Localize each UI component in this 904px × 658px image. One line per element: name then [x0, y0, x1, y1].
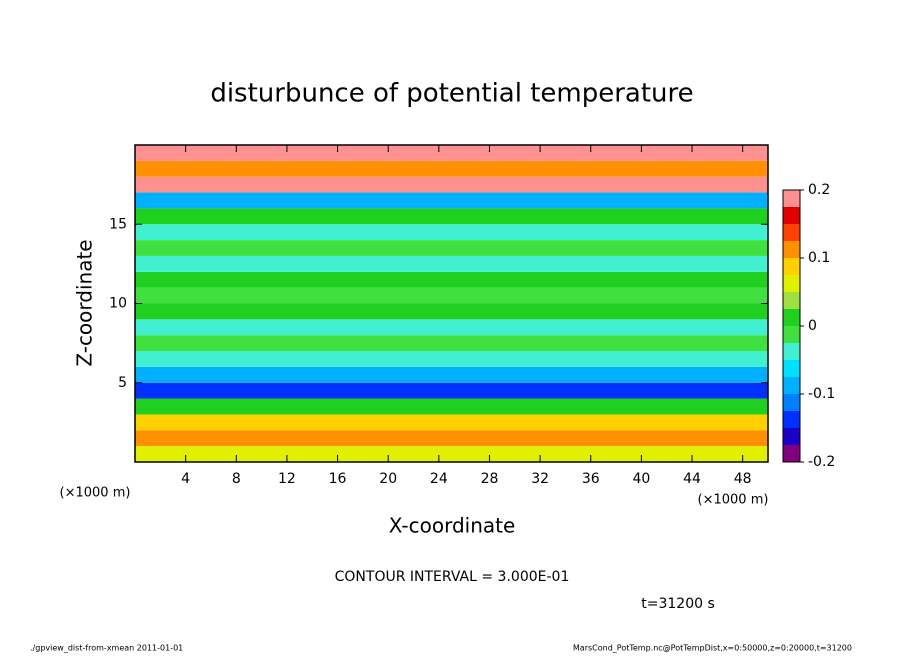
colorbar-swatch: [783, 377, 800, 394]
colorbar-swatch: [783, 292, 800, 309]
heat-cell: [135, 366, 768, 383]
colorbar-tick-label: 0.2: [808, 182, 830, 198]
heat-cell: [135, 351, 768, 367]
y-axis-label: Z-coordinate: [73, 239, 97, 366]
footer-right: MarsCond_PotTemp.nc@PotTempDist,x=0:5000…: [573, 644, 852, 653]
heat-cell: [135, 160, 768, 177]
heat-cell: [135, 271, 768, 288]
colorbar-swatch: [783, 241, 800, 258]
x-tick-label: 20: [379, 471, 397, 487]
heat-cell: [135, 145, 768, 161]
x-tick-label: 16: [329, 471, 347, 487]
heat-cell: [135, 192, 768, 209]
x-unit: (×1000 m): [698, 493, 769, 508]
colorbar-swatch: [783, 275, 800, 292]
colorbar-tick-label: -0.1: [808, 386, 835, 402]
colorbar-tick-label: 0.1: [808, 250, 830, 266]
x-tick-label: 24: [430, 471, 448, 487]
x-tick-label: 8: [232, 471, 241, 487]
heat-cell: [135, 382, 768, 399]
colorbar-swatch: [783, 411, 800, 428]
y-tick-label: 5: [118, 375, 127, 391]
x-tick-label: 32: [531, 471, 549, 487]
heat-cell: [135, 287, 768, 304]
heat-cell: [135, 446, 768, 462]
heat-cell: [135, 224, 768, 241]
colorbar-swatch: [783, 258, 800, 275]
x-tick-label: 44: [683, 471, 701, 487]
heat-cell: [135, 335, 768, 352]
colorbar-swatch: [783, 190, 800, 207]
heat-cell: [135, 208, 768, 225]
heat-cell: [135, 176, 768, 193]
colorbar-swatch: [783, 207, 800, 224]
contour-note: CONTOUR INTERVAL = 3.000E-01: [335, 569, 570, 585]
chart-title: disturbunce of potential temperature: [210, 79, 693, 109]
heat-cell: [135, 414, 768, 431]
colorbar-swatch: [783, 326, 800, 343]
heat-cell: [135, 255, 768, 272]
x-tick-label: 4: [181, 471, 190, 487]
colorbar-tick-label: -0.2: [808, 454, 835, 470]
colorbar-swatch: [783, 428, 800, 445]
y-tick-label: 15: [109, 216, 127, 232]
colorbar-tick-label: 0: [808, 318, 817, 334]
colorbar-swatch: [783, 360, 800, 377]
x-axis-label: X-coordinate: [389, 514, 516, 538]
colorbar-swatch: [783, 394, 800, 411]
footer-left: ./gpview_dist-from-xmean 2011-01-01: [30, 644, 183, 653]
heat-cell: [135, 319, 768, 336]
x-tick-label: 36: [582, 471, 600, 487]
colorbar-swatch: [783, 343, 800, 360]
y-tick-label: 10: [109, 296, 127, 312]
x-tick-label: 12: [278, 471, 296, 487]
time-label: t=31200 s: [641, 596, 715, 612]
x-tick-label: 40: [632, 471, 650, 487]
y-unit: (×1000 m): [60, 486, 131, 501]
colorbar-swatch: [783, 309, 800, 326]
colorbar-swatch: [783, 445, 800, 462]
heat-cell: [135, 303, 768, 320]
heat-cell: [135, 430, 768, 447]
x-tick-label: 48: [734, 471, 752, 487]
colorbar-swatch: [783, 224, 800, 241]
x-tick-label: 28: [481, 471, 499, 487]
heat-cell: [135, 240, 768, 256]
heat-cell: [135, 398, 768, 415]
